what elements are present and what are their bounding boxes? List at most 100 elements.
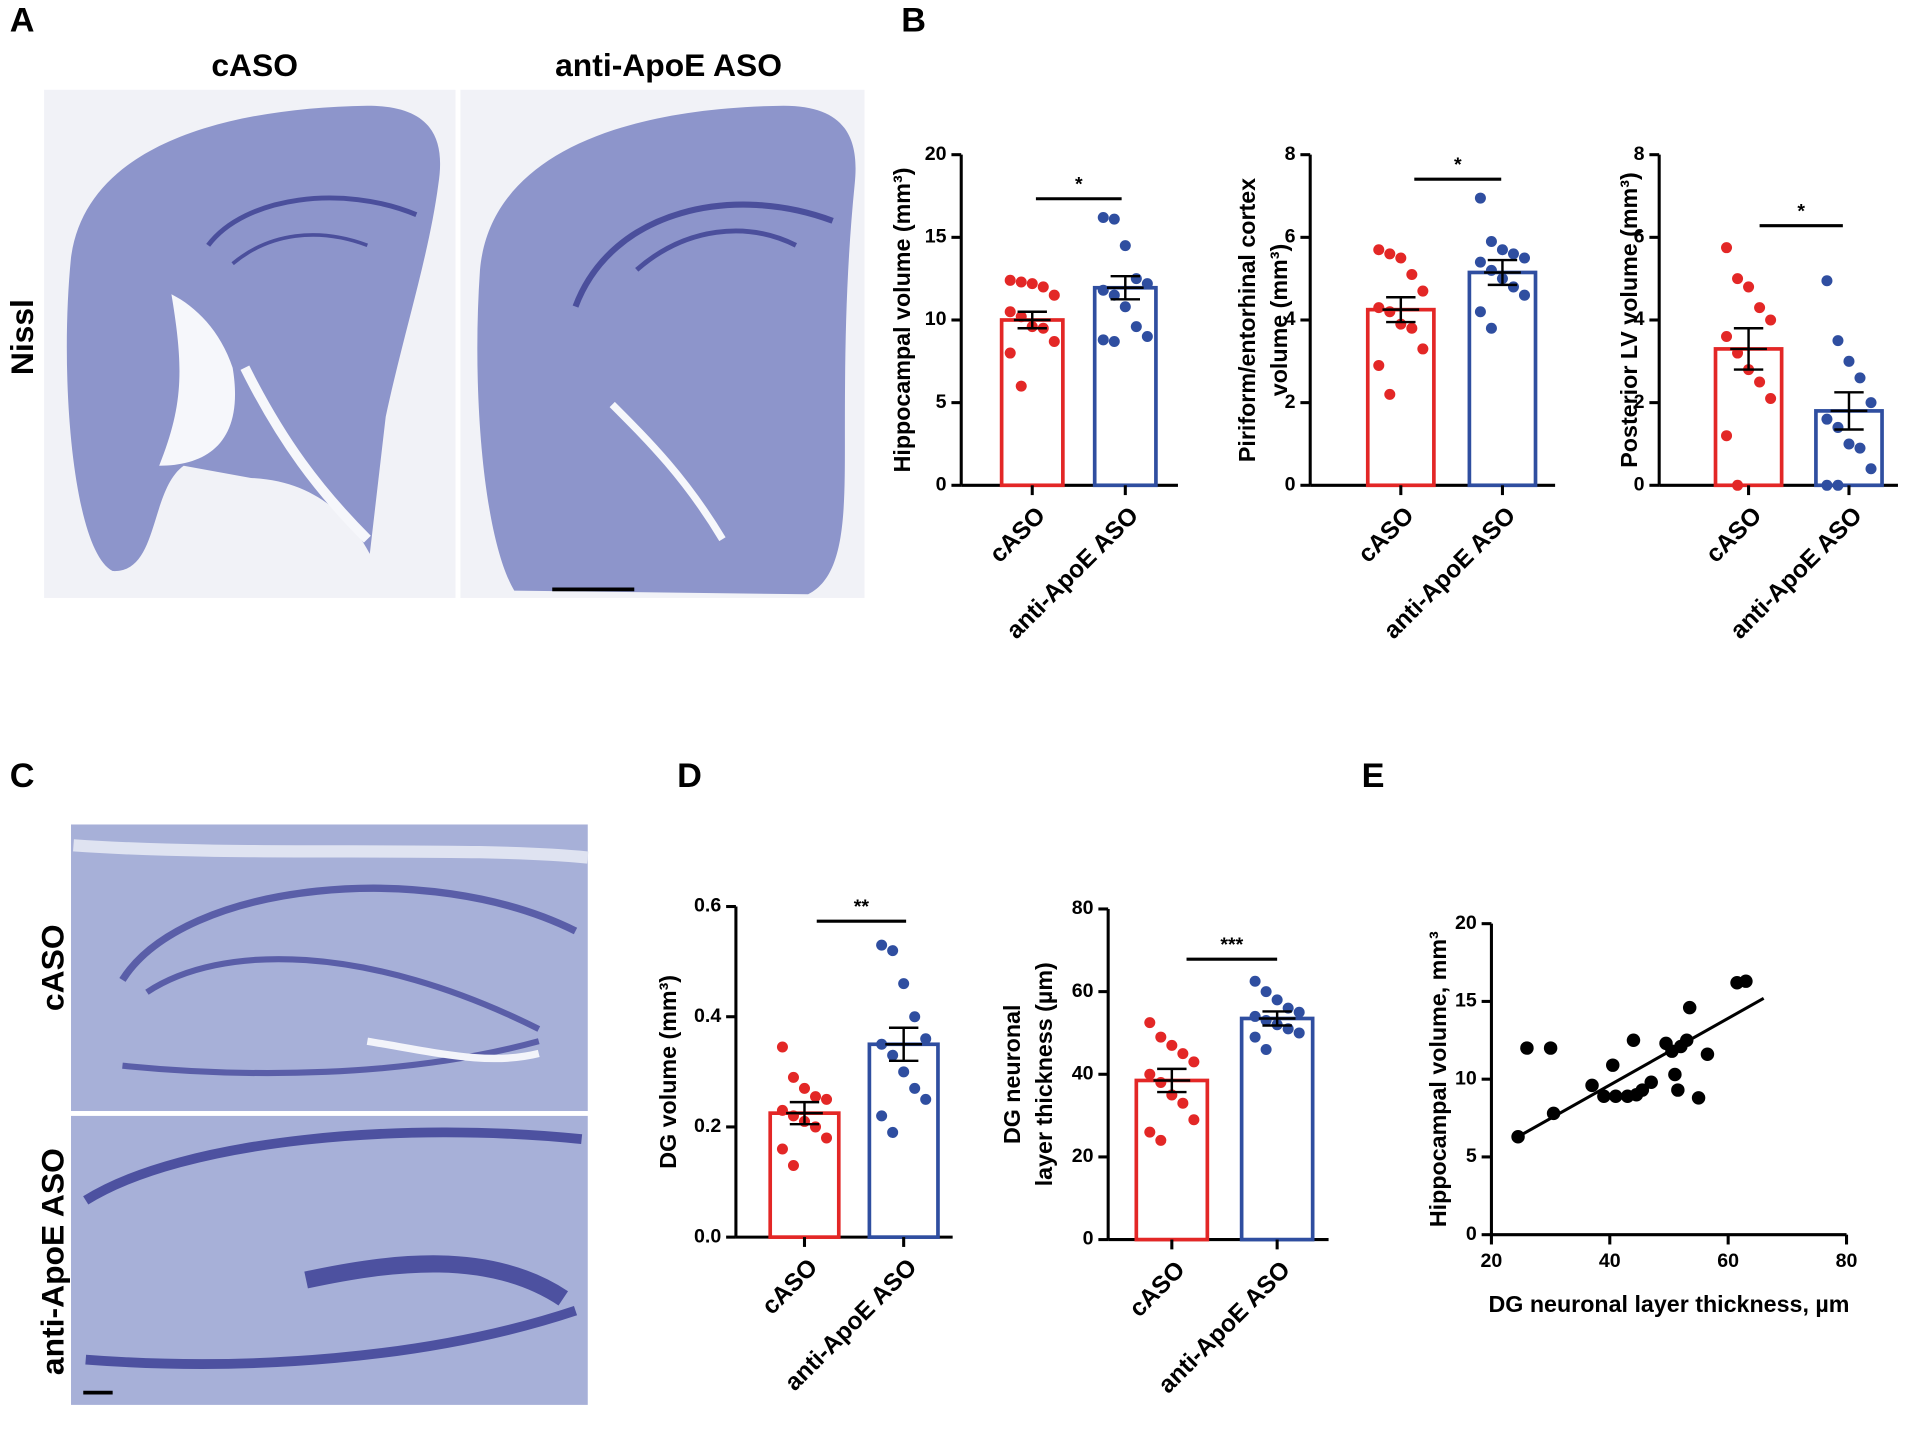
- data-point: [810, 1091, 822, 1103]
- data-point: [1026, 278, 1038, 290]
- data-point: [887, 1049, 899, 1061]
- data-point: [1518, 289, 1530, 301]
- data-point: [1626, 1033, 1641, 1048]
- data-point: [1644, 1075, 1658, 1090]
- data-point: [776, 1104, 788, 1116]
- data-point: [1843, 438, 1855, 450]
- data-point: [1608, 1089, 1623, 1104]
- data-point: [920, 1093, 932, 1105]
- data-point: [1682, 1000, 1697, 1015]
- column-label: anti-ApoE ASO: [555, 47, 782, 83]
- data-point: [1097, 284, 1109, 296]
- data-point: [1004, 274, 1016, 286]
- data-point: [1130, 321, 1142, 333]
- data-point: [1177, 1097, 1189, 1109]
- y-tick-label: 60: [1072, 980, 1094, 1002]
- panel-label: B: [901, 2, 926, 40]
- data-point: [798, 1082, 810, 1094]
- data-point: [1507, 248, 1519, 260]
- error-bar: [885, 1026, 923, 1063]
- data-point: [1821, 413, 1833, 425]
- row-label: anti-ApoE ASO: [35, 1148, 71, 1375]
- data-point: [1732, 273, 1744, 285]
- data-point: [1155, 1134, 1167, 1146]
- data-point: [1260, 1043, 1272, 1055]
- data-point: [1832, 421, 1844, 433]
- data-point: [876, 939, 888, 951]
- error-bar: [1013, 310, 1051, 330]
- data-point: [1293, 1027, 1305, 1039]
- data-point: [1585, 1078, 1599, 1093]
- data-point: [1721, 430, 1733, 442]
- data-point: [1474, 306, 1486, 318]
- data-point: [1417, 285, 1429, 297]
- bar: [1467, 270, 1538, 488]
- data-point: [1177, 1048, 1189, 1060]
- data-point: [1518, 252, 1530, 264]
- data-point: [1765, 314, 1777, 326]
- data-point: [1015, 380, 1027, 392]
- data-point: [887, 945, 899, 957]
- data-point: [1700, 1047, 1715, 1062]
- data-point: [1865, 397, 1877, 409]
- x-tick-label: 20: [1481, 1250, 1503, 1272]
- y-tick-label: 8: [1634, 143, 1645, 165]
- trend-line: [1517, 996, 1765, 1139]
- data-point: [1417, 343, 1429, 355]
- panel-label: A: [10, 2, 35, 40]
- bar: [1092, 285, 1158, 488]
- row-label: Nissl: [4, 299, 40, 375]
- data-point: [887, 1126, 899, 1138]
- data-point: [1832, 335, 1844, 347]
- y-axis-label: Hippocampal volume (mm³): [889, 168, 915, 473]
- y-tick-label: 8: [1285, 143, 1296, 165]
- data-point: [1635, 1083, 1650, 1097]
- data-point: [1119, 240, 1131, 252]
- data-point: [1373, 244, 1385, 256]
- micrograph: [71, 824, 589, 1405]
- data-point: [821, 1132, 833, 1144]
- data-point: [909, 1011, 921, 1023]
- data-point: [1155, 1077, 1167, 1089]
- data-point: [1249, 975, 1261, 987]
- data-point: [1765, 393, 1777, 405]
- panel-label: E: [1362, 757, 1385, 795]
- data-point: [909, 1082, 921, 1094]
- y-axis-label: layer thickness (µm): [1031, 962, 1057, 1186]
- significance-label: ***: [1220, 934, 1243, 956]
- data-point: [1754, 376, 1766, 388]
- significance-label: *: [1454, 154, 1462, 176]
- data-point: [1821, 479, 1833, 491]
- data-point: [1144, 1017, 1156, 1029]
- data-point: [1004, 306, 1016, 318]
- y-tick-label: 80: [1072, 897, 1094, 919]
- data-point: [1141, 278, 1153, 290]
- data-point: [1507, 281, 1519, 293]
- panel-label: C: [10, 757, 35, 795]
- micrograph: [44, 89, 865, 598]
- y-tick-label: 0.6: [694, 895, 721, 917]
- data-point: [1406, 322, 1418, 334]
- panel-label: D: [677, 757, 702, 795]
- data-point: [1854, 372, 1866, 384]
- data-point: [1520, 1041, 1534, 1055]
- error-bar: [1258, 1010, 1296, 1027]
- data-point: [1395, 252, 1407, 264]
- bar: [768, 1111, 841, 1239]
- data-point: [1485, 322, 1497, 334]
- data-point: [1108, 289, 1120, 301]
- data-point: [1144, 1126, 1156, 1138]
- data-point: [1015, 276, 1027, 288]
- data-point: [1144, 1068, 1156, 1080]
- data-point: [787, 1159, 799, 1172]
- data-point: [1732, 347, 1744, 359]
- data-point: [1668, 1067, 1682, 1082]
- data-point: [1854, 442, 1866, 454]
- data-point: [1249, 1010, 1261, 1022]
- data-point: [1384, 306, 1396, 318]
- x-tick-label: cASO: [1353, 502, 1419, 568]
- y-tick-label: 20: [925, 143, 947, 165]
- data-point: [1108, 213, 1120, 225]
- y-tick-label: 0: [1466, 1223, 1477, 1245]
